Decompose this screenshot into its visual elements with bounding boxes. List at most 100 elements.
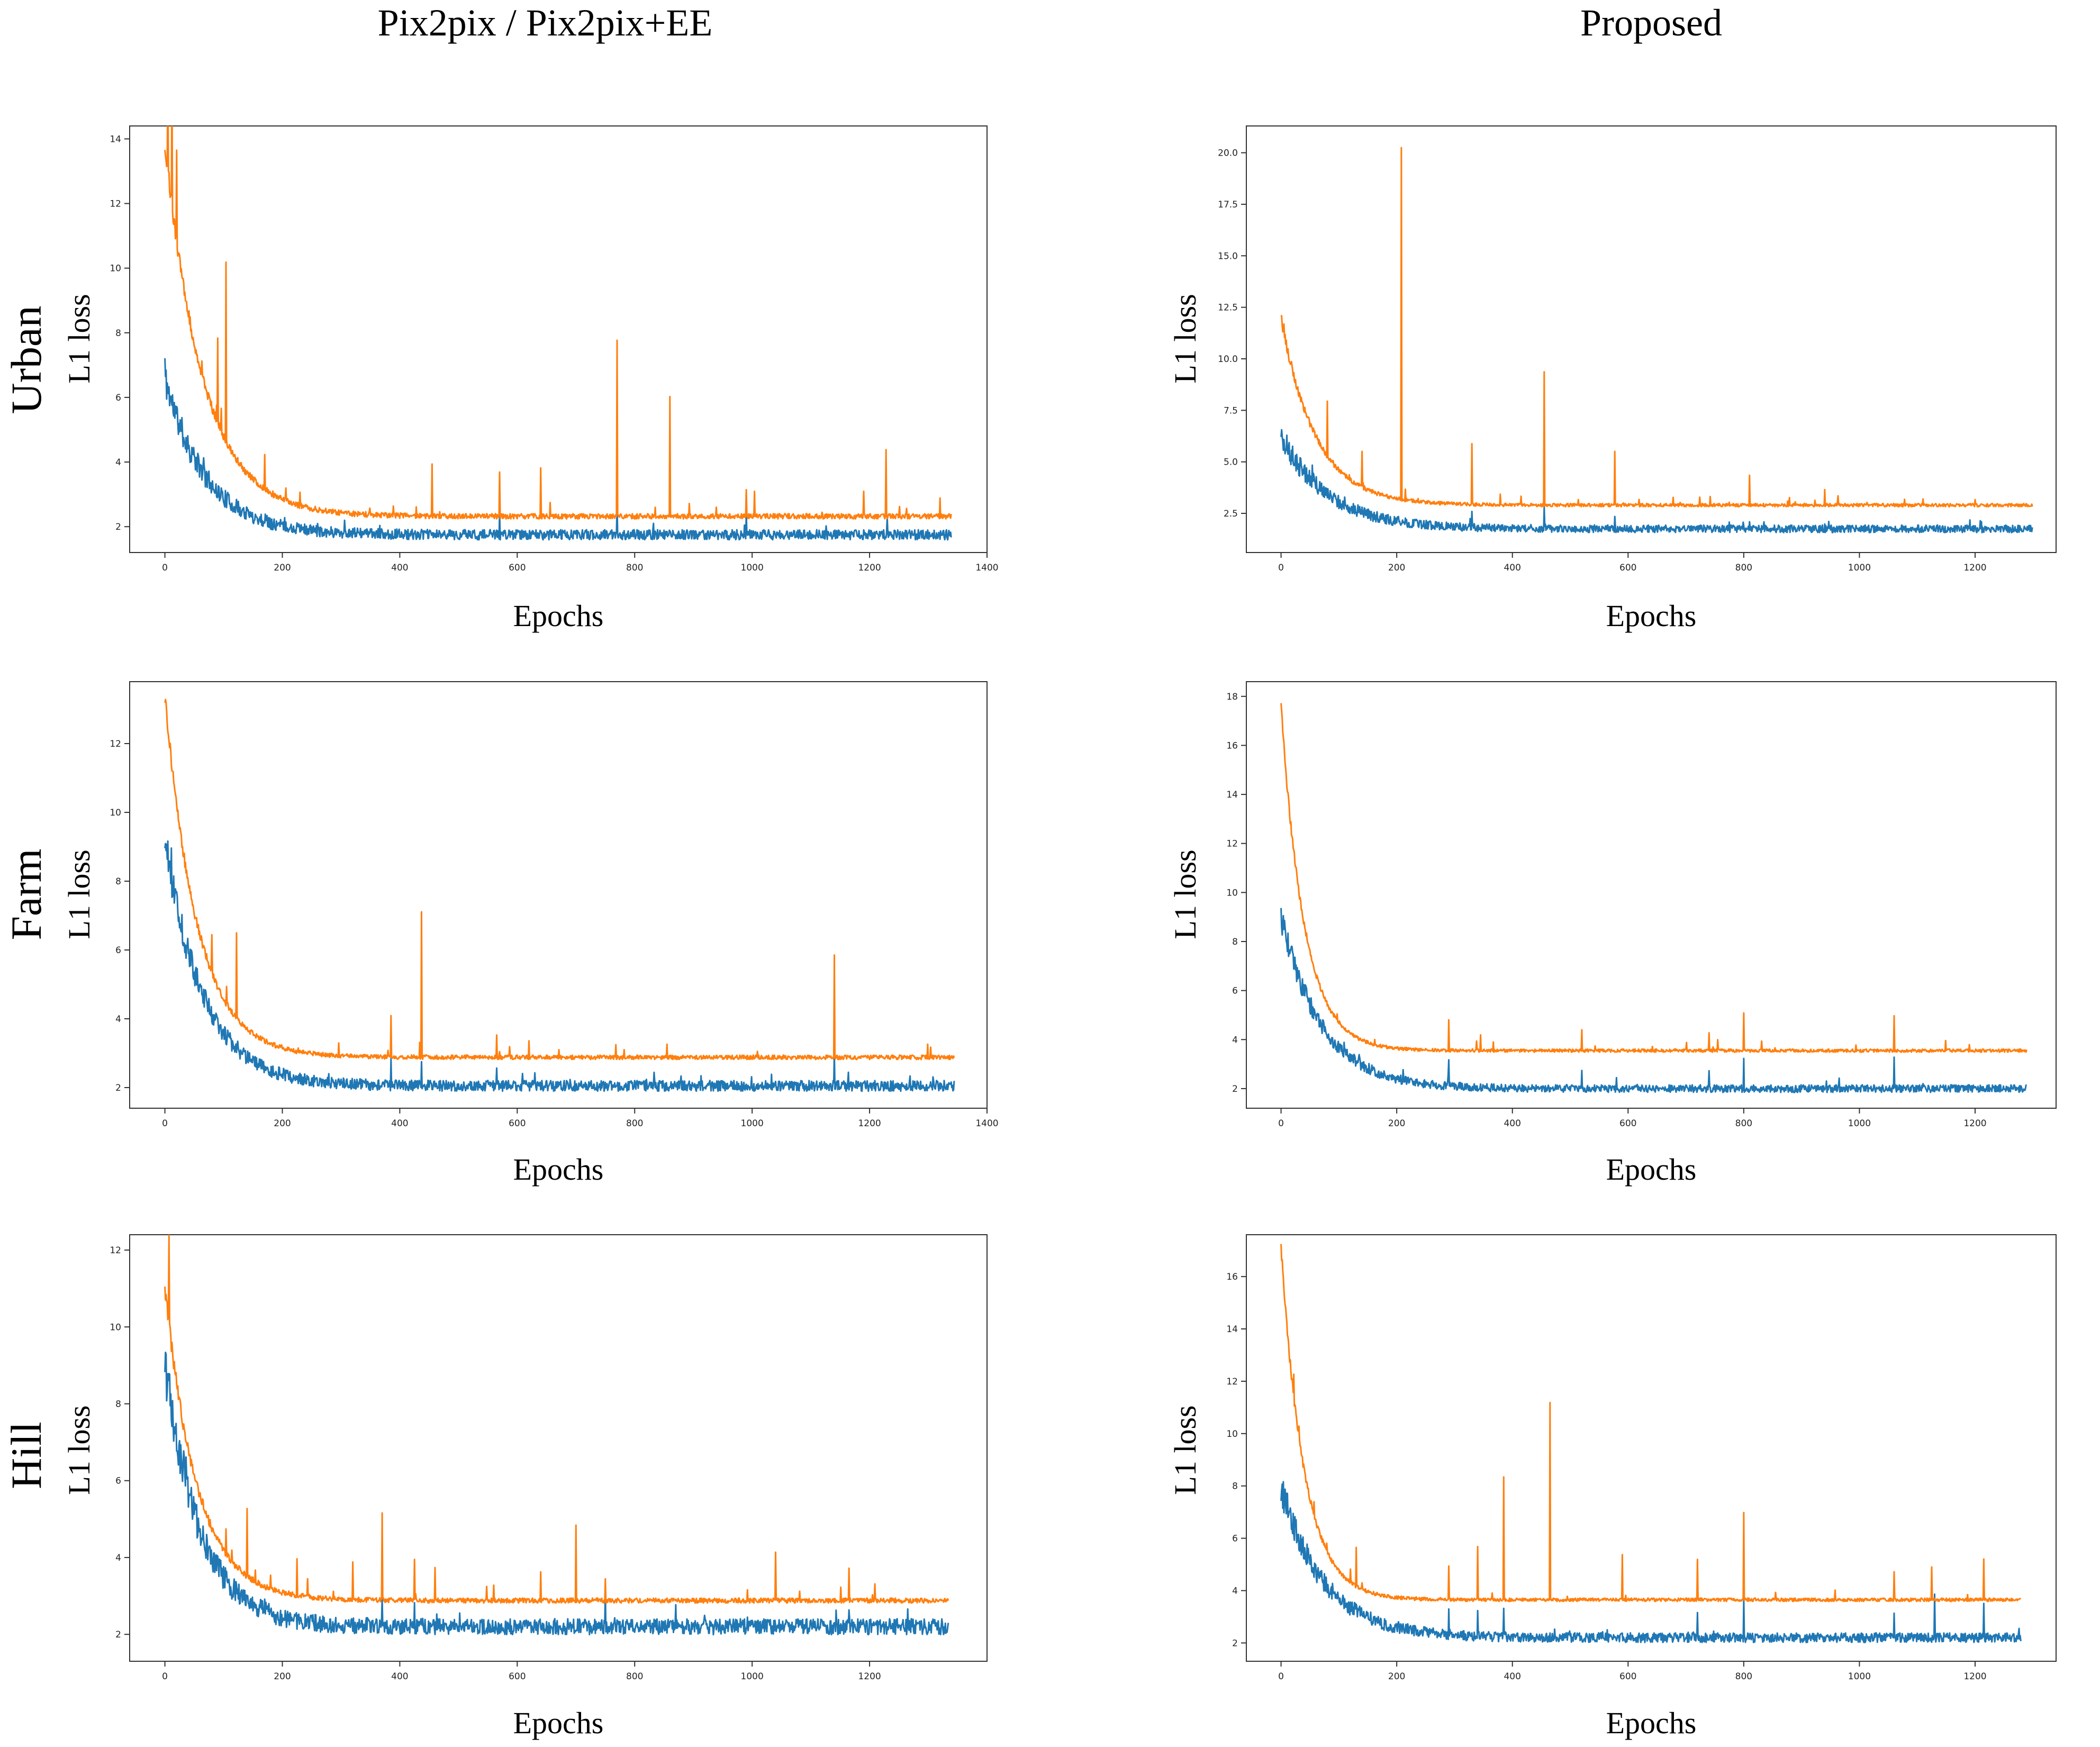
y-tick-label: 16 xyxy=(1226,1272,1238,1282)
y-axis-label: L1 loss xyxy=(1168,1405,1202,1495)
series-line-orange xyxy=(1280,703,2027,1053)
x-tick-label: 1000 xyxy=(1848,1671,1871,1682)
x-tick-label: 800 xyxy=(626,1118,643,1129)
series-line-orange xyxy=(164,699,955,1061)
x-tick-label: 800 xyxy=(1735,1671,1752,1682)
x-axis-label: Epochs xyxy=(1606,1706,1697,1740)
series-line-orange xyxy=(1280,147,2033,508)
column-title-right: Proposed xyxy=(1580,2,1722,44)
y-tick-label: 12.5 xyxy=(1218,303,1238,313)
y-tick-label: 17.5 xyxy=(1218,200,1238,210)
x-tick-label: 600 xyxy=(509,1671,526,1682)
x-tick-label: 800 xyxy=(1735,563,1752,573)
series-line-blue xyxy=(164,358,952,541)
x-tick-label: 1000 xyxy=(741,563,764,573)
x-tick-label: 0 xyxy=(162,1118,168,1129)
x-tick-label: 600 xyxy=(1619,1118,1636,1129)
y-tick-label: 14 xyxy=(1226,1324,1238,1335)
y-tick-label: 10 xyxy=(110,264,121,274)
y-tick-label: 4 xyxy=(1232,1035,1238,1045)
y-tick-label: 6 xyxy=(115,945,121,956)
x-tick-label: 400 xyxy=(1504,1118,1520,1129)
y-tick-label: 10 xyxy=(1226,1429,1238,1440)
y-tick-label: 8 xyxy=(115,328,121,339)
axes-frame xyxy=(129,681,988,1109)
x-tick-label: 800 xyxy=(1735,1118,1752,1129)
axes-frame xyxy=(129,1234,988,1662)
x-tick-label: 600 xyxy=(1619,1671,1636,1682)
y-tick-label: 12 xyxy=(1226,839,1238,849)
x-tick-label: 400 xyxy=(391,563,408,573)
y-tick-label: 5.0 xyxy=(1224,457,1238,468)
x-tick-label: 400 xyxy=(391,1118,408,1129)
y-tick-label: 2 xyxy=(115,522,121,532)
x-tick-label: 1200 xyxy=(858,1118,881,1129)
y-tick-label: 10 xyxy=(110,1322,121,1333)
y-tick-label: 4 xyxy=(115,457,121,468)
x-tick-label: 0 xyxy=(1278,1671,1284,1682)
y-tick-label: 6 xyxy=(1232,1534,1238,1544)
x-tick-label: 200 xyxy=(1388,563,1405,573)
axes-frame xyxy=(1246,125,2057,553)
series-line-blue xyxy=(1280,1481,2022,1643)
y-tick-label: 10 xyxy=(110,808,121,818)
x-tick-label: 200 xyxy=(1388,1118,1405,1129)
y-tick-label: 10.0 xyxy=(1218,354,1238,365)
y-tick-label: 6 xyxy=(115,393,121,403)
y-tick-label: 14 xyxy=(110,134,121,144)
y-tick-label: 2 xyxy=(115,1630,121,1640)
x-tick-label: 0 xyxy=(162,1671,168,1682)
y-tick-label: 4 xyxy=(1232,1586,1238,1596)
x-tick-label: 1400 xyxy=(975,1118,998,1129)
y-tick-label: 12 xyxy=(110,1245,121,1256)
y-tick-label: 14 xyxy=(1226,790,1238,800)
y-tick-label: 10 xyxy=(1226,888,1238,898)
y-tick-label: 12 xyxy=(110,739,121,749)
axes-frame xyxy=(129,125,988,553)
y-tick-label: 4 xyxy=(115,1553,121,1563)
y-tick-label: 6 xyxy=(115,1476,121,1487)
x-tick-label: 800 xyxy=(626,1671,643,1682)
y-tick-label: 8 xyxy=(115,1399,121,1409)
x-tick-label: 1000 xyxy=(1848,563,1871,573)
y-tick-label: 12 xyxy=(1226,1377,1238,1387)
x-axis-label: Epochs xyxy=(1606,599,1697,633)
x-tick-label: 1000 xyxy=(1848,1118,1871,1129)
x-tick-label: 1200 xyxy=(1963,1118,1986,1129)
y-tick-label: 16 xyxy=(1226,740,1238,751)
x-tick-label: 600 xyxy=(509,1118,526,1129)
x-axis-label: Epochs xyxy=(1606,1152,1697,1187)
y-tick-label: 8 xyxy=(1232,937,1238,947)
series-line-blue xyxy=(1280,429,2033,533)
x-axis-label: Epochs xyxy=(513,1706,604,1740)
x-tick-label: 800 xyxy=(626,563,643,573)
y-tick-label: 2 xyxy=(1232,1638,1238,1649)
y-tick-label: 15.0 xyxy=(1218,251,1238,261)
x-axis-label: Epochs xyxy=(513,1152,604,1187)
x-tick-label: 0 xyxy=(1278,1118,1284,1129)
y-tick-label: 8 xyxy=(115,876,121,887)
series-line-blue xyxy=(164,840,955,1092)
series-line-blue xyxy=(1280,908,2027,1093)
x-tick-label: 0 xyxy=(1278,563,1284,573)
axes-frame xyxy=(1246,1234,2057,1662)
x-tick-label: 200 xyxy=(274,563,291,573)
x-tick-label: 1000 xyxy=(741,1671,764,1682)
x-tick-label: 200 xyxy=(1388,1671,1405,1682)
x-tick-label: 1200 xyxy=(1963,1671,1986,1682)
series-line-orange xyxy=(164,1235,949,1604)
y-tick-label: 20.0 xyxy=(1218,148,1238,159)
y-tick-label: 2 xyxy=(1232,1084,1238,1094)
y-tick-label: 6 xyxy=(1232,986,1238,997)
y-tick-label: 7.5 xyxy=(1224,405,1238,416)
x-tick-label: 1200 xyxy=(858,563,881,573)
x-tick-label: 1200 xyxy=(1963,563,1986,573)
y-tick-label: 8 xyxy=(1232,1481,1238,1492)
column-title-left: Pix2pix / Pix2pix+EE xyxy=(377,2,713,44)
x-tick-label: 400 xyxy=(391,1671,408,1682)
series-line-blue xyxy=(164,1351,949,1636)
